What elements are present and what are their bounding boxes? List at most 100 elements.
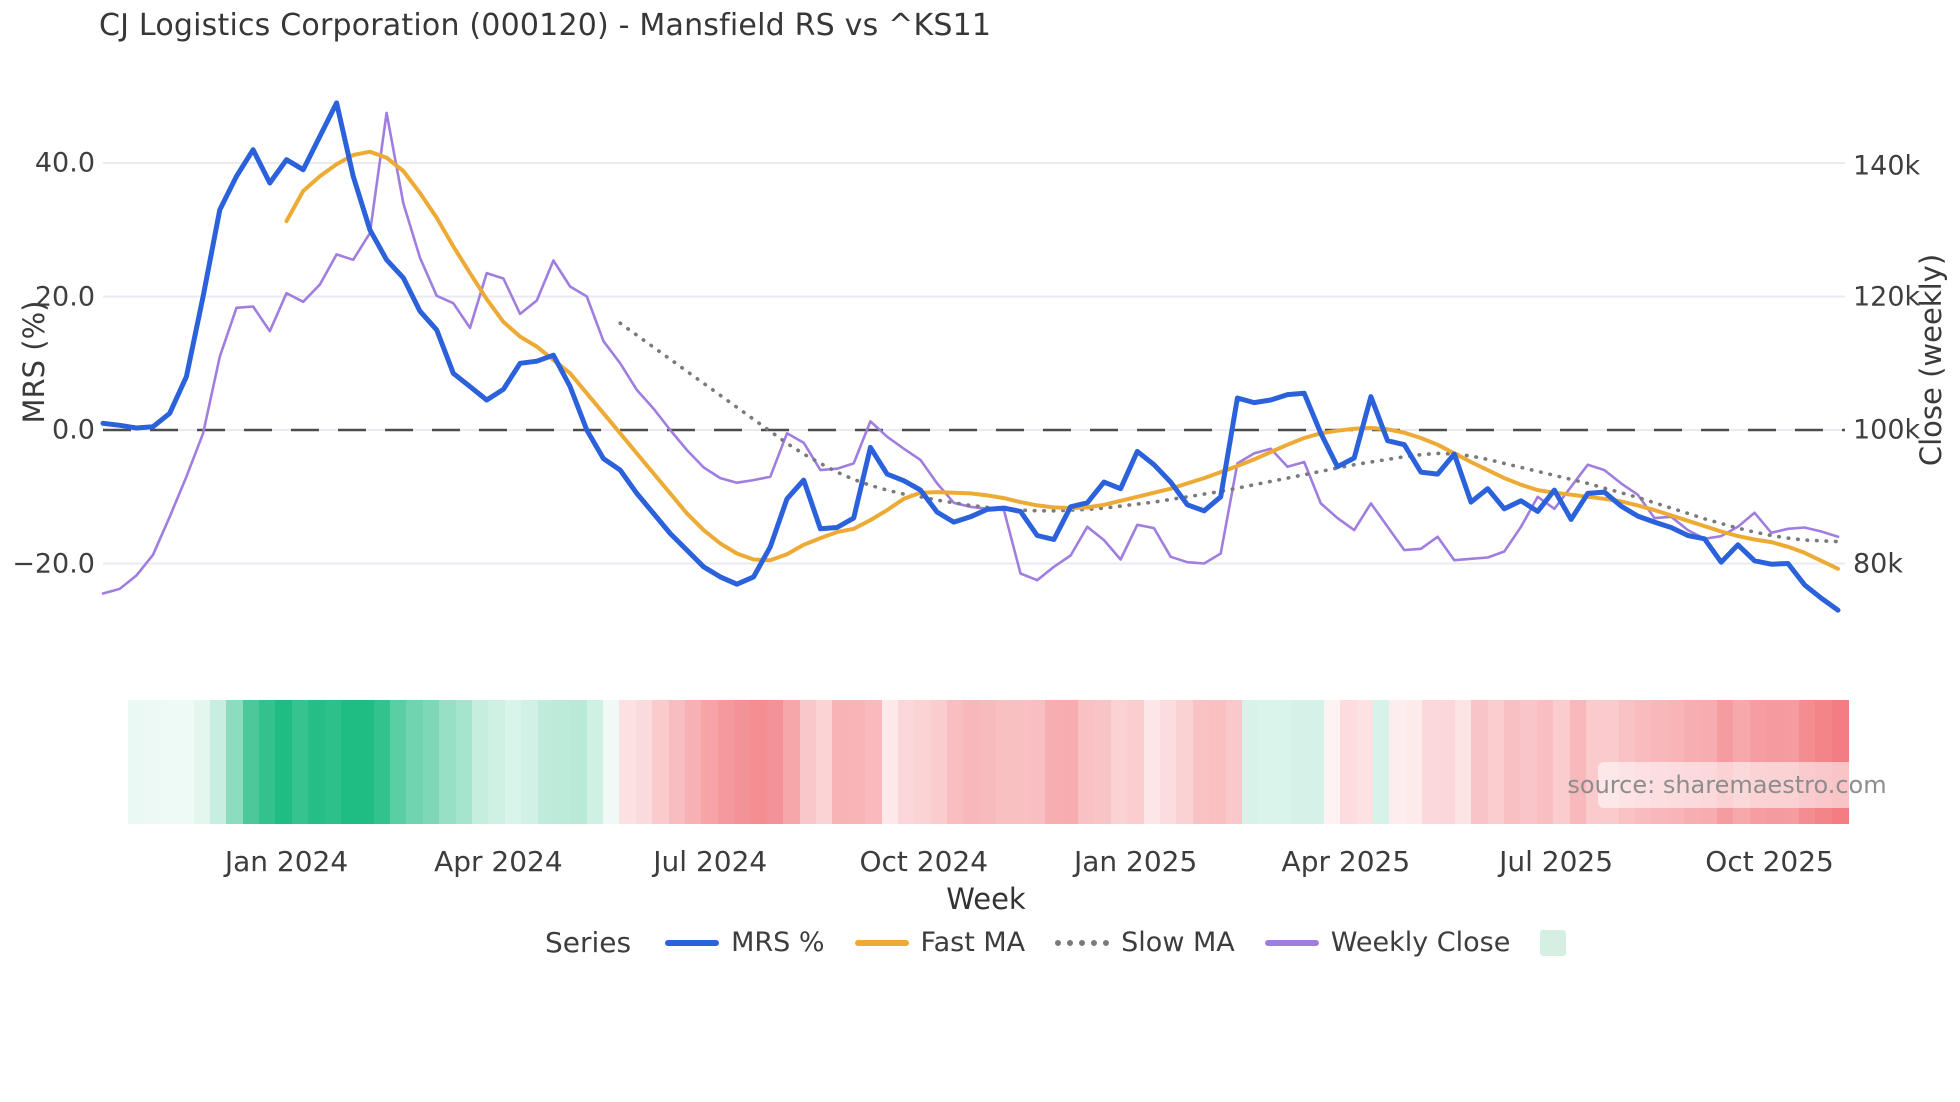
heatmap-week-cell <box>979 700 997 824</box>
heatmap-week-cell <box>1487 700 1505 824</box>
heatmap-week-cell <box>1258 700 1276 824</box>
x-tick-label: Jul 2024 <box>653 845 768 878</box>
x-tick-label: Jan 2024 <box>224 845 349 878</box>
legend-item-fast-ma: Fast MA <box>854 927 1026 958</box>
source-text: source: sharemaestro.com <box>1567 771 1887 799</box>
heatmap-week-cell <box>406 700 424 824</box>
heatmap-week-cell <box>340 700 359 824</box>
y-tick-right: 100k <box>1853 414 1921 446</box>
heatmap-week-cell <box>553 700 571 824</box>
y-tick-left: 0.0 <box>52 414 95 446</box>
heatmap-week-cell <box>373 700 391 824</box>
heatmap-week-cell <box>848 700 866 824</box>
heatmap-week-cell <box>652 700 670 824</box>
legend-title: Series <box>545 926 632 959</box>
heatmap-week-cell <box>1536 700 1554 824</box>
heatmap-week-cell <box>684 700 703 824</box>
heatmap-week-cell <box>1323 700 1341 824</box>
series-line-mrs- <box>100 100 1841 613</box>
legend-swatch <box>665 939 720 946</box>
heatmap-week-cell <box>701 700 719 824</box>
series-line-slow-ma <box>618 321 1840 544</box>
y-tick-right: 120k <box>1853 281 1921 312</box>
heatmap-week-cell <box>1356 700 1374 824</box>
heatmap-week-cell <box>586 700 604 824</box>
heatmap-week-cell <box>963 700 981 824</box>
heatmap-week-cell <box>1569 700 1587 824</box>
heatmap-week-cell <box>455 700 473 824</box>
x-tick-label: Oct 2024 <box>859 845 989 878</box>
y-tick-left: −20.0 <box>12 548 95 579</box>
series-line-weekly-close <box>101 111 1840 595</box>
x-axis-label: Week <box>946 882 1026 916</box>
x-tick-label: Apr 2025 <box>1281 845 1411 878</box>
legend-label: MRS % <box>731 927 825 958</box>
heatmap-week-cell <box>1127 700 1145 824</box>
heatmap-week-cell <box>390 700 408 824</box>
heatmap-week-cell <box>291 700 309 824</box>
legend-item-slow-ma: Slow MA <box>1055 927 1235 958</box>
series-line-fast-ma <box>284 149 1840 571</box>
legend-label: Weekly Close <box>1330 927 1511 958</box>
heatmap-week-cell <box>1241 700 1259 824</box>
heatmap-week-cell <box>1504 700 1522 824</box>
y-tick-left: 20.0 <box>34 281 95 312</box>
heatmap-week-cell <box>930 700 948 824</box>
heatmap-week-cell <box>226 700 244 824</box>
heatmap-week-cell <box>1274 700 1292 824</box>
heatmap-week-cell <box>308 700 326 824</box>
x-tick-label: Jul 2025 <box>1499 845 1614 878</box>
chart-title: CJ Logistics Corporation (000120) - Mans… <box>99 8 992 43</box>
heatmap-week-cell <box>1225 700 1243 824</box>
heatmap-week-cell <box>1110 700 1128 824</box>
heatmap-week-cell <box>750 700 768 824</box>
heatmap-week-cell <box>160 700 178 824</box>
heatmap-week-cell <box>914 700 932 824</box>
legend-label: Slow MA <box>1121 927 1235 958</box>
heatmap-week-cell <box>1192 700 1210 824</box>
heatmap-week-cell <box>799 700 817 824</box>
heatmap-week-cell <box>1389 700 1407 824</box>
heatmap-week-cell <box>1340 700 1358 824</box>
legend: Series MRS % Fast MA Slow MA Weekly Close <box>545 926 1567 959</box>
heatmap-week-cell <box>128 700 146 824</box>
heatmap-week-cell <box>177 700 195 824</box>
heatmap-week-cell <box>1094 700 1112 824</box>
heatmap-week-cell <box>1454 700 1472 824</box>
heatmap-week-cell <box>504 700 522 824</box>
heatmap-week-cell <box>1291 700 1309 824</box>
heatmap-week-cell <box>324 700 342 824</box>
heatmap-week-cell <box>275 700 293 824</box>
heatmap-week-cell <box>1307 700 1325 824</box>
heatmap-week-cell <box>1012 700 1030 824</box>
heatmap-week-cell <box>717 700 735 824</box>
heatmap-week-cell <box>144 700 162 824</box>
heatmap-week-cell <box>766 700 784 824</box>
heatmap-week-cell <box>734 700 752 824</box>
heatmap-week-cell <box>603 700 621 824</box>
heatmap-week-cell <box>816 700 834 824</box>
legend-item-mint-swatch <box>1540 929 1567 956</box>
heatmap-week-cell <box>1160 700 1178 824</box>
heatmap-week-cell <box>635 700 653 824</box>
heatmap-week-cell <box>521 700 539 824</box>
legend-swatch <box>1055 939 1110 946</box>
heatmap-week-cell <box>1372 700 1391 824</box>
heatmap-week-cell <box>1045 700 1063 824</box>
heatmap-week-cell <box>1176 700 1194 824</box>
x-tick-label: Jan 2025 <box>1073 845 1198 878</box>
heatmap-week-cell <box>488 700 506 824</box>
y-tick-left: 40.0 <box>34 147 95 179</box>
heatmap-week-cell <box>439 700 457 824</box>
heatmap-week-cell <box>1028 700 1047 824</box>
heatmap-week-cell <box>357 700 375 824</box>
y-tick-right: 80k <box>1853 548 1903 579</box>
heatmap-week-cell <box>996 700 1014 824</box>
legend-label: Fast MA <box>920 927 1026 958</box>
legend-item-weekly-close: Weekly Close <box>1264 927 1511 958</box>
heatmap-week-cell <box>1209 700 1227 824</box>
heatmap-week-cell <box>472 700 490 824</box>
heatmap-week-cell <box>1422 700 1440 824</box>
